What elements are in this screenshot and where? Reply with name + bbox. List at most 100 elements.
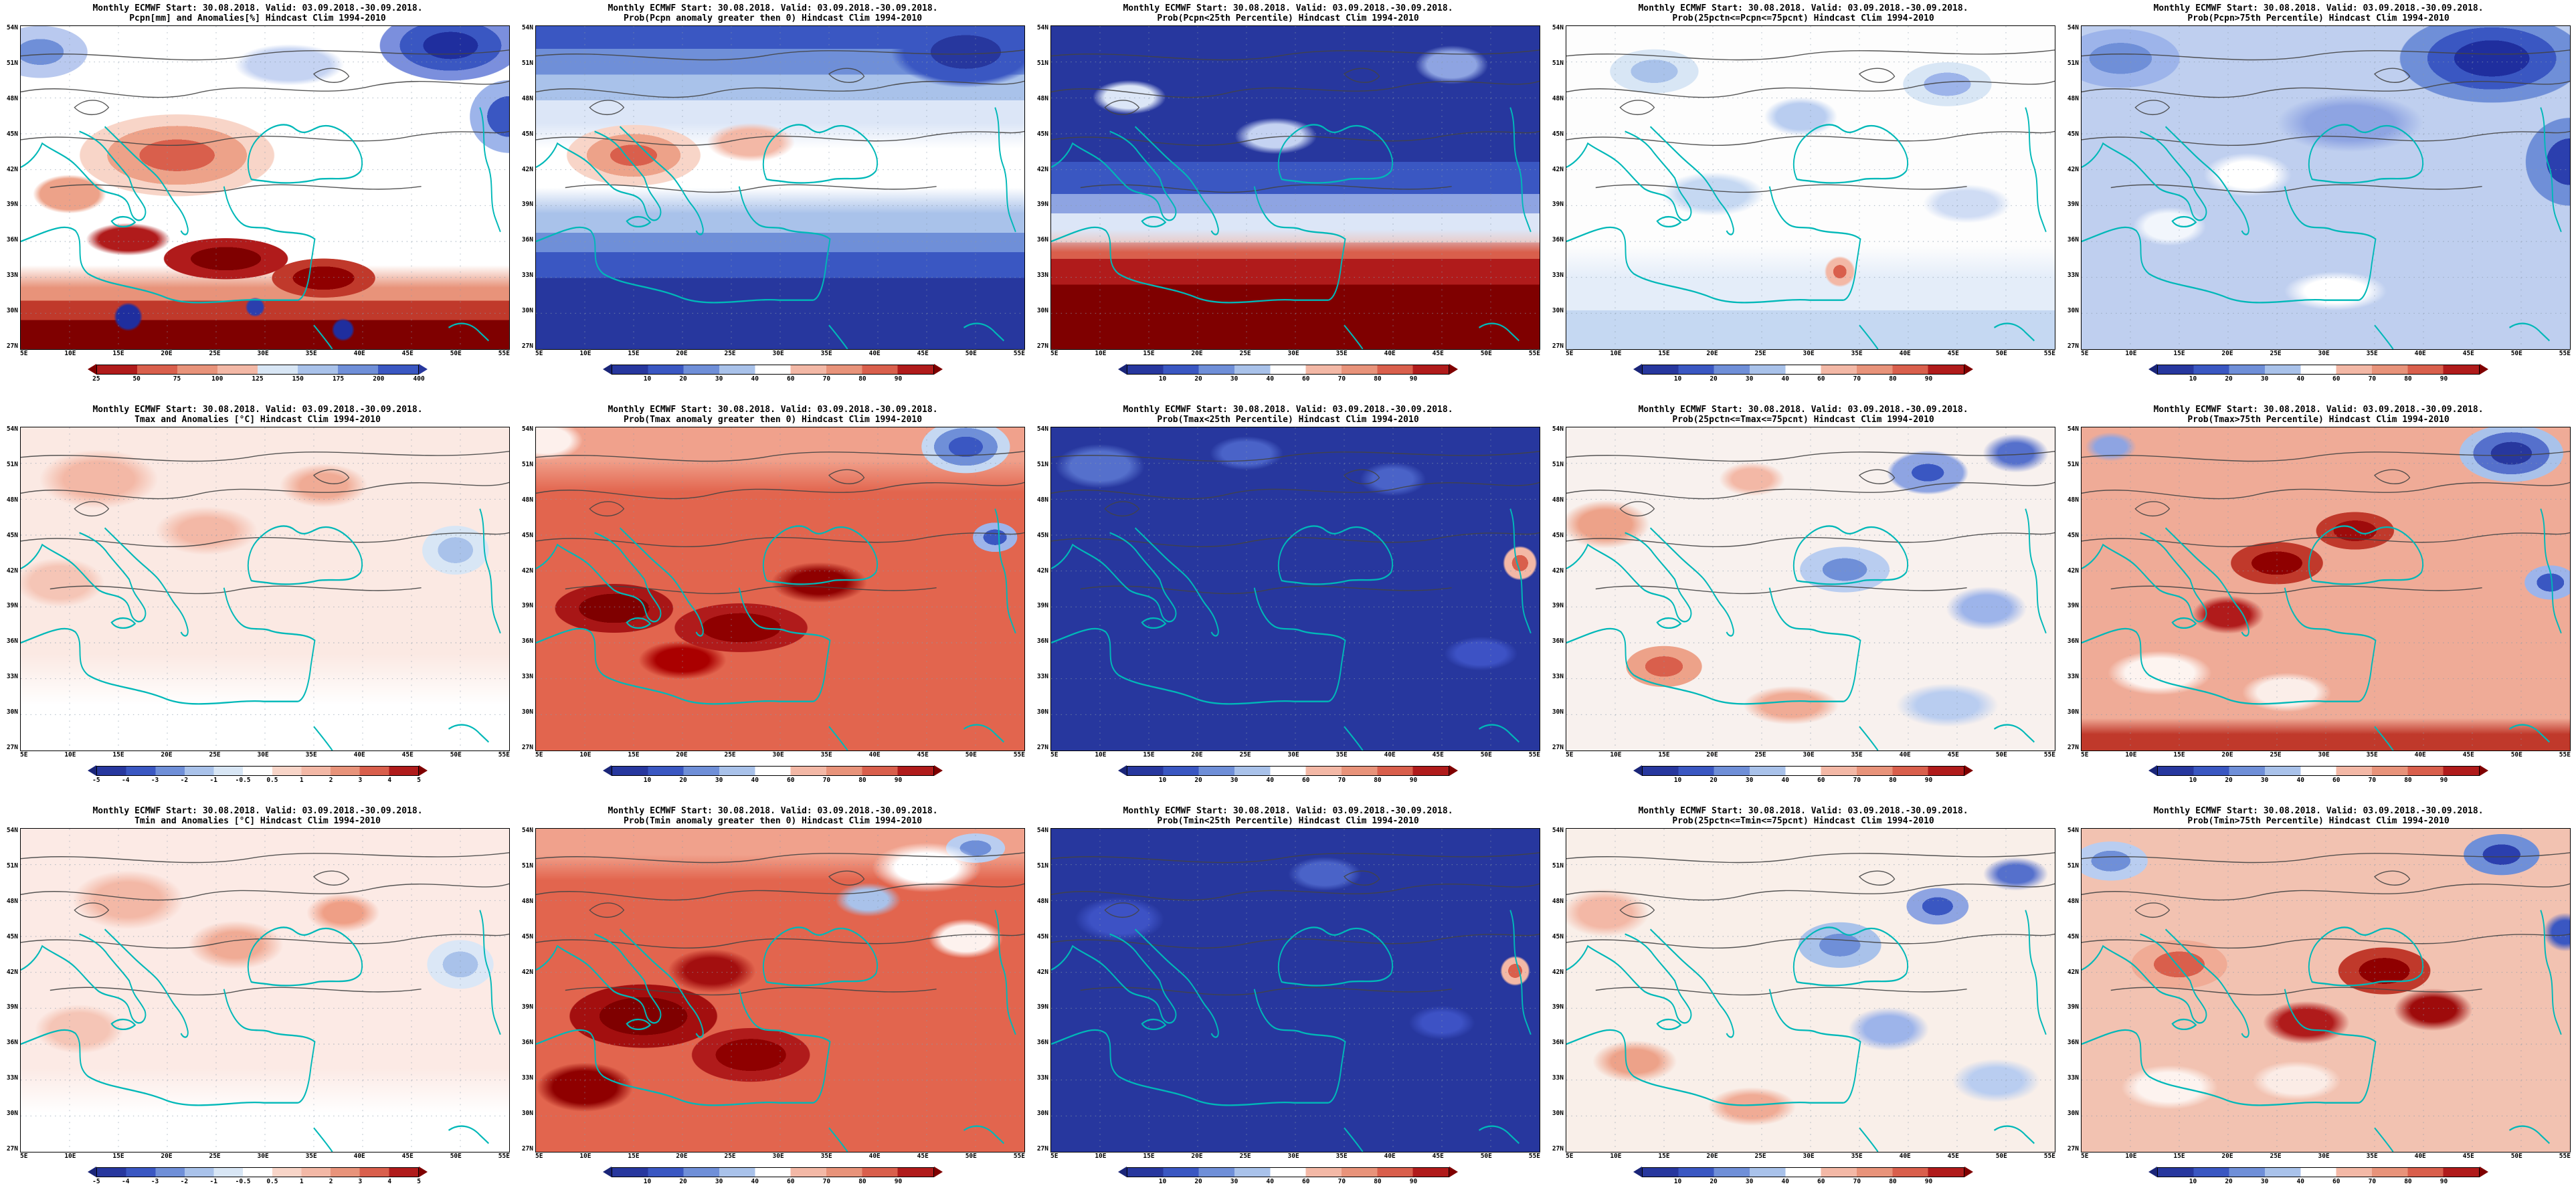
colorbar-tick: 70 — [1853, 777, 1861, 784]
lon-label: 40E — [1899, 1152, 1911, 1160]
colorbar-tick: -3 — [151, 777, 159, 784]
lon-label: 10E — [1610, 1152, 1622, 1160]
panel-title: Monthly ECMWF Start: 30.08.2018. Valid: … — [2061, 806, 2576, 826]
lat-label: 45N — [6, 130, 18, 138]
lon-label: 30E — [1803, 350, 1815, 357]
lat-label: 39N — [1036, 602, 1048, 610]
lat-axis: 54N 51N 48N 45N 42N 39N 36N 33N 30N 27N — [0, 25, 20, 350]
map-frame — [535, 427, 1025, 751]
lat-label: 42N — [521, 165, 533, 173]
panel-title: Monthly ECMWF Start: 30.08.2018. Valid: … — [515, 405, 1030, 425]
colorbar-tick: 70 — [2368, 1178, 2377, 1185]
lon-label: 55E — [498, 350, 510, 357]
colorbar-tick: 80 — [1889, 1178, 1897, 1185]
coastline-overlay — [1051, 26, 1540, 349]
colorbar-tick: -4 — [122, 777, 130, 784]
lon-label: 55E — [2559, 751, 2571, 759]
lon-label: 55E — [1013, 751, 1025, 759]
lon-axis: 5E 10E 15E 20E 25E 30E 35E 40E 45E 50E 55E — [20, 751, 510, 760]
lon-label: 55E — [2043, 350, 2055, 357]
lon-label: 55E — [2559, 350, 2571, 357]
colorbar-left-arrow-icon — [87, 1167, 96, 1177]
colorbar-right-arrow-icon — [1449, 765, 1459, 776]
map-panel-r1c4: Monthly ECMWF Start: 30.08.2018. Valid: … — [1546, 0, 2061, 401]
lat-label: 45N — [1036, 130, 1048, 138]
lat-label: 39N — [6, 602, 18, 610]
colorbar-tick: 40 — [751, 375, 759, 383]
colorbar-tick: 60 — [2332, 777, 2340, 784]
lat-axis: 54N 51N 48N 45N 42N 39N 36N 33N 30N 27N — [1546, 426, 1566, 751]
colorbar: -5 -4 -3 -2 -1 -0.5 0.5 1 2 3 4 5 — [87, 765, 428, 785]
lat-label: 48N — [1036, 897, 1048, 905]
colorbar-tick: 90 — [2440, 777, 2448, 784]
lon-label: 50E — [450, 350, 462, 357]
lat-label: 27N — [2067, 743, 2079, 751]
lat-label: 33N — [1036, 673, 1048, 681]
lat-label: 27N — [2067, 342, 2079, 350]
lat-label: 51N — [6, 460, 18, 468]
lon-label: 10E — [2125, 350, 2137, 357]
lat-label: 51N — [521, 460, 533, 468]
lat-label: 33N — [1036, 1074, 1048, 1082]
coastline-overlay — [21, 26, 509, 349]
lat-label: 33N — [6, 1074, 18, 1082]
lon-label: 50E — [1480, 1152, 1492, 1160]
colorbar-tick: 90 — [1409, 1178, 1418, 1185]
panel-title: Monthly ECMWF Start: 30.08.2018. Valid: … — [2061, 405, 2576, 425]
lon-label: 40E — [2414, 751, 2426, 759]
lon-label: 25E — [1239, 1152, 1251, 1160]
colorbar-tick: 10 — [1673, 375, 1682, 383]
colorbar-left-arrow-icon — [2148, 1167, 2157, 1177]
colorbar-tick: 60 — [787, 375, 795, 383]
colorbar-tick: 70 — [1853, 1178, 1861, 1185]
lat-label: 54N — [521, 24, 533, 31]
colorbar-tick: 70 — [822, 777, 831, 784]
colorbar-tick: 70 — [1338, 777, 1346, 784]
colorbar: 10 20 30 40 60 70 80 90 — [602, 1167, 943, 1187]
lon-label: 50E — [450, 1152, 462, 1160]
colorbar-tick: 80 — [858, 1178, 866, 1185]
colorbar-tick: 80 — [858, 777, 866, 784]
colorbar-left-arrow-icon — [1117, 765, 1127, 776]
panel-title: Monthly ECMWF Start: 30.08.2018. Valid: … — [1030, 806, 1546, 826]
lon-label: 20E — [161, 751, 173, 759]
lat-label: 27N — [6, 1144, 18, 1152]
coastline-overlay — [1566, 829, 2055, 1152]
colorbar-tick: 20 — [679, 1178, 687, 1185]
colorbar-tick: 80 — [1889, 375, 1897, 383]
lon-label: 10E — [1095, 751, 1107, 759]
panel-title: Monthly ECMWF Start: 30.08.2018. Valid: … — [0, 3, 515, 23]
lon-axis: 5E 10E 15E 20E 25E 30E 35E 40E 45E 50E 55E — [1566, 350, 2055, 359]
colorbar-right-arrow-icon — [934, 765, 943, 776]
lat-label: 48N — [1552, 496, 1564, 504]
colorbar-left-arrow-icon — [87, 364, 96, 375]
lon-label: 45E — [1432, 1152, 1444, 1160]
colorbar-tick: 3 — [358, 1178, 363, 1185]
coastline-overlay — [1051, 829, 1540, 1152]
coastline-overlay — [536, 26, 1024, 349]
colorbar-tick: 40 — [2296, 375, 2304, 383]
lat-label: 30N — [2067, 708, 2079, 716]
lat-label: 42N — [2067, 165, 2079, 173]
lon-label: 25E — [724, 350, 736, 357]
lat-label: 33N — [6, 272, 18, 280]
lon-label: 15E — [112, 350, 124, 357]
lon-label: 25E — [209, 1152, 221, 1160]
lon-label: 45E — [1432, 350, 1444, 357]
lat-label: 36N — [1036, 637, 1048, 645]
colorbar: 10 20 30 40 60 70 80 90 — [1633, 1167, 1974, 1187]
lat-label: 27N — [521, 342, 533, 350]
map-frame — [535, 828, 1025, 1152]
map-panel-r1c1: Monthly ECMWF Start: 30.08.2018. Valid: … — [0, 0, 515, 401]
lon-label: 25E — [209, 350, 221, 357]
lat-label: 30N — [1036, 307, 1048, 314]
map-frame — [2081, 25, 2571, 350]
colorbar-left-arrow-icon — [602, 765, 612, 776]
lat-label: 39N — [521, 602, 533, 610]
lon-label: 50E — [965, 1152, 977, 1160]
lon-label: 30E — [257, 1152, 269, 1160]
colorbar-tick: 80 — [2404, 375, 2412, 383]
lon-label: 10E — [64, 350, 76, 357]
lat-label: 39N — [1036, 201, 1048, 209]
lat-label: 45N — [1552, 130, 1564, 138]
